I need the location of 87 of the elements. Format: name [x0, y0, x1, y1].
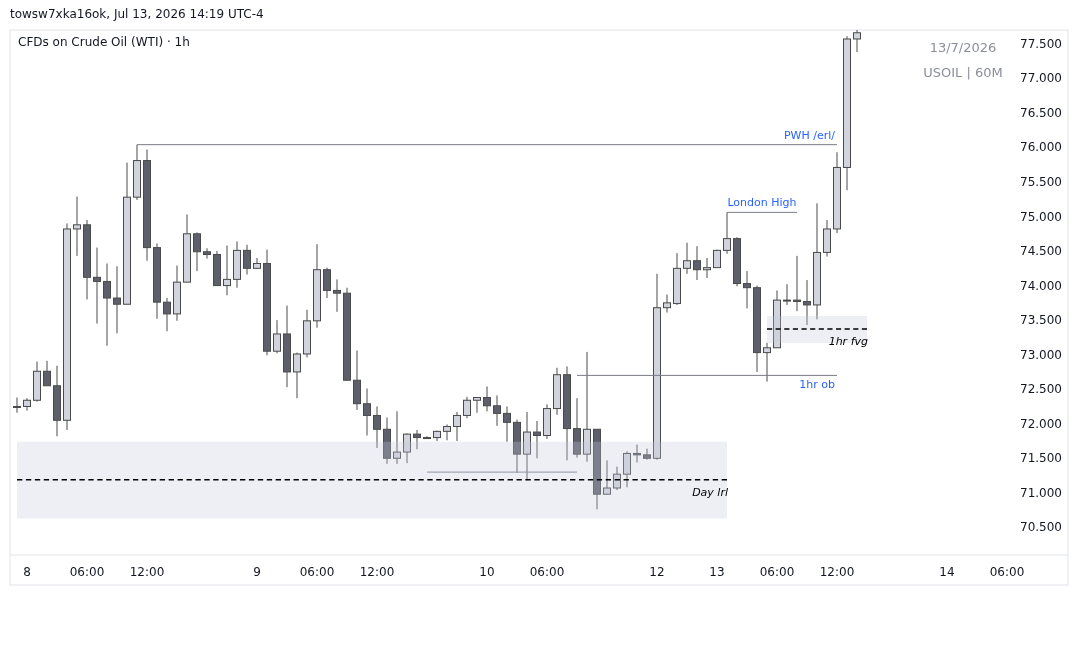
candlestick — [403, 432, 411, 464]
candlestick — [273, 319, 281, 354]
x-tick-label: 12:00 — [359, 565, 395, 579]
series-label: 1hr ob — [799, 378, 836, 392]
candlestick — [603, 459, 611, 495]
annotation: USOIL | 60M — [923, 65, 1003, 80]
candlestick — [663, 294, 671, 314]
y-tick-label: 77.500 — [1020, 36, 1062, 51]
candlestick — [323, 267, 331, 299]
y-tick-label: 72.500 — [1020, 382, 1062, 397]
candlestick — [363, 388, 371, 436]
y-tick-label: 77.000 — [1020, 71, 1062, 86]
candlestick — [413, 429, 421, 450]
x-tick-label: 10 — [479, 565, 495, 579]
candlestick — [693, 245, 701, 281]
candlestick — [43, 360, 51, 387]
candlestick — [353, 350, 361, 411]
candlestick — [423, 437, 431, 440]
candlestick — [93, 247, 101, 325]
candlestick — [443, 423, 451, 441]
y-tick-label: 76.000 — [1020, 140, 1062, 155]
y-tick-label: 75.500 — [1020, 174, 1062, 189]
y-tick-label: 74.000 — [1020, 278, 1062, 293]
candlestick — [613, 466, 621, 491]
x-tick-label: 06:00 — [529, 565, 565, 579]
candlestick — [533, 420, 541, 459]
candlestick — [193, 231, 201, 272]
candlestick — [223, 245, 231, 296]
candlestick — [333, 278, 341, 313]
y-tick-label: 71.000 — [1020, 485, 1062, 500]
series-label: PWH /erl/ — [783, 128, 836, 142]
candlestick — [453, 411, 461, 442]
series-label: London High — [727, 196, 797, 210]
candlestick — [253, 257, 261, 270]
y-tick-label: 74.500 — [1020, 244, 1062, 259]
candlestick — [473, 397, 481, 414]
candlestick — [493, 394, 501, 427]
x-tick-label: 8 — [23, 565, 31, 579]
candlestick — [643, 448, 651, 461]
candlestick — [763, 342, 771, 383]
candlestick — [483, 385, 491, 412]
candlestick — [393, 410, 401, 465]
candlestick — [13, 397, 21, 414]
candlestick — [293, 352, 301, 399]
x-tick-label: 12:00 — [819, 565, 855, 579]
x-tick-label: 9 — [253, 565, 261, 579]
series-label: 1hr fvg — [828, 335, 869, 349]
candlestick — [243, 244, 251, 276]
x-tick-label: 06:00 — [759, 565, 795, 579]
y-tick-label: 75.000 — [1020, 209, 1062, 224]
candlestick — [783, 283, 791, 306]
text: towsw7xka16ok, Jul 13, 2026 14:19 UTC-4 — [10, 7, 264, 21]
x-tick-label: 06:00 — [989, 565, 1025, 579]
candlestick — [373, 405, 381, 449]
candlestick — [853, 30, 861, 53]
candlestick — [803, 279, 811, 326]
candlestick — [73, 195, 81, 257]
candlestick — [723, 211, 731, 255]
candlestick — [503, 405, 511, 443]
annotation: 13/7/2026 — [929, 40, 997, 55]
candlestick — [163, 297, 171, 332]
y-tick-label: 73.000 — [1020, 347, 1062, 362]
y-tick-label: 71.500 — [1020, 451, 1062, 466]
candlestick — [823, 219, 831, 258]
y-tick-label: 73.500 — [1020, 313, 1062, 328]
candlestick — [523, 411, 531, 481]
candlestick — [113, 265, 121, 334]
candlestick — [743, 270, 751, 309]
candlestick — [623, 450, 631, 488]
chart-title: CFDs on Crude Oil (WTI) · 1h — [18, 35, 190, 49]
candlestick — [23, 397, 31, 412]
candlestick — [703, 257, 711, 279]
y-tick-label: 72.000 — [1020, 416, 1062, 431]
series-label: Day lrl — [692, 485, 728, 499]
x-tick-label: 06:00 — [299, 565, 335, 579]
x-tick-label: 13 — [709, 565, 725, 579]
candlestick — [683, 242, 691, 275]
candlestick — [463, 396, 471, 419]
y-tick-label: 76.500 — [1020, 105, 1062, 120]
candlestick — [203, 247, 211, 260]
x-tick-label: 14 — [939, 565, 955, 579]
y-tick-label: 70.500 — [1020, 520, 1062, 535]
candlestick — [103, 262, 111, 347]
candlestick — [793, 255, 801, 312]
x-tick-label: 12 — [649, 565, 665, 579]
x-tick-label: 06:00 — [69, 565, 105, 579]
x-tick-label: 12:00 — [129, 565, 165, 579]
